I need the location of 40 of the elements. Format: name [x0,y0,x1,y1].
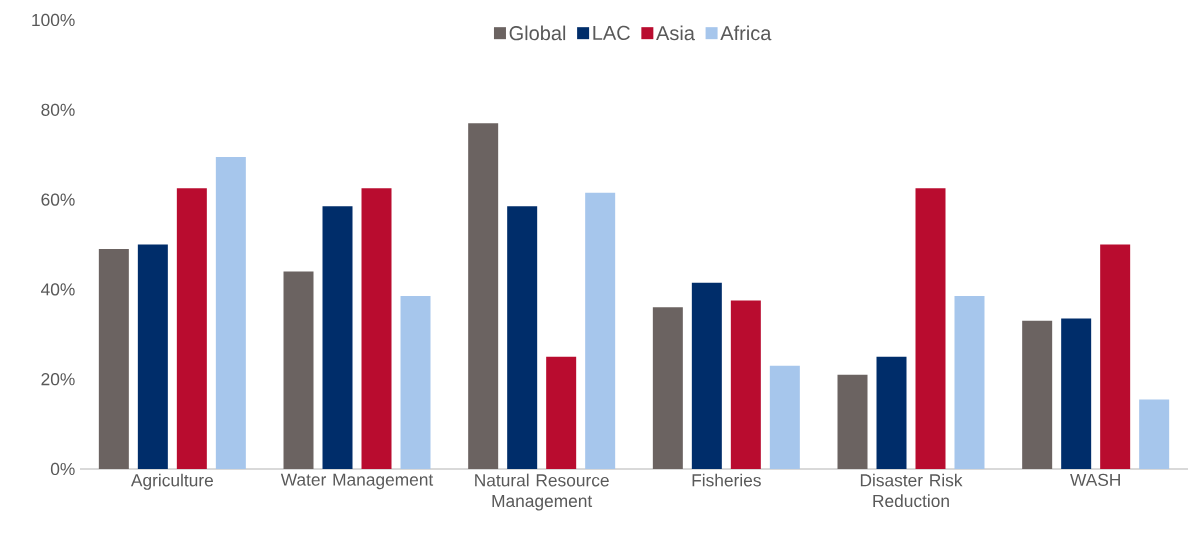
bar [769,365,800,469]
bar [507,206,538,469]
bar [585,192,616,469]
bar [652,307,683,469]
y-tick-label: 0% [50,462,75,476]
bar [837,374,868,469]
bar [691,282,722,469]
bar [283,271,314,469]
y-tick-label: 20% [41,373,75,386]
legend-label: LAC [593,25,630,40]
bar [954,296,985,469]
bar [915,188,946,469]
bar [400,296,431,469]
legend-label: Africa [720,25,772,41]
bar [876,356,907,469]
bar [137,244,168,469]
bar [176,188,207,469]
bar [1139,399,1170,469]
y-tick-label: 80% [41,103,75,116]
x-tick-label: Disaster Risk Reduction [860,473,963,508]
bar [468,123,499,469]
x-tick-label: Agriculture [130,473,213,490]
x-tick-label: WASH [1070,473,1120,486]
bar [322,206,353,469]
y-tick-label: 100% [32,13,75,27]
x-tick-label: Natural Resource Management [475,473,609,511]
legend-label: Global [509,25,566,41]
bar [1022,320,1053,469]
bar [98,248,129,469]
bar [546,356,577,469]
x-tick-label: Fisheries [692,473,761,487]
bar [730,300,761,469]
bar [1061,318,1092,469]
x-tick-label: Water Management [280,473,434,490]
bar [215,156,246,469]
legend-label: Asia [656,25,695,41]
y-tick-label: 40% [41,283,75,296]
y-tick-label: 60% [41,193,75,206]
bar [361,188,392,469]
bar [1100,244,1131,469]
